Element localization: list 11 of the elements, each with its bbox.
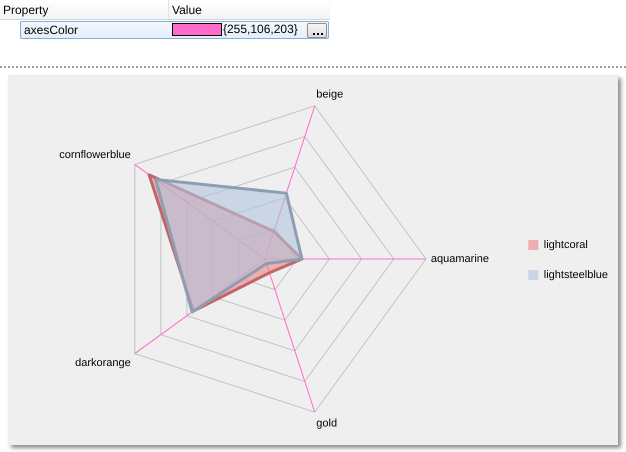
spoke-label: gold <box>316 417 338 430</box>
legend-label: lightcoral <box>544 239 588 252</box>
spoke-label: aquamarine <box>430 253 490 266</box>
spoke-label: cornflowerblue <box>59 148 131 161</box>
text: Property <box>3 3 48 17</box>
text: {255,106,203} <box>223 22 298 36</box>
spoke-label: beige <box>316 88 344 101</box>
text: Value <box>172 3 202 17</box>
spoke-label: darkorange <box>75 357 131 370</box>
text: axesColor <box>24 23 78 37</box>
legend-label: lightsteelblue <box>544 269 608 282</box>
